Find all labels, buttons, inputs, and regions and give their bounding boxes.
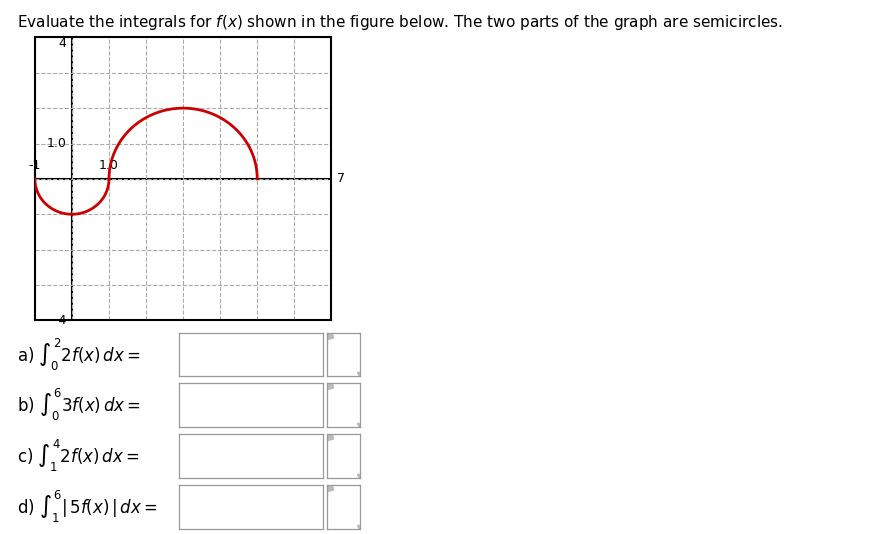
Text: 7: 7 — [337, 172, 345, 185]
Text: -1: -1 — [29, 159, 41, 172]
Text: c) $\int_1^4 2f(x)\,dx =$: c) $\int_1^4 2f(x)\,dx =$ — [17, 438, 140, 474]
Text: -4: -4 — [54, 314, 66, 327]
Text: a) $\int_0^2 2f(x)\,dx =$: a) $\int_0^2 2f(x)\,dx =$ — [17, 336, 141, 373]
Text: d) $\int_1^6 |\,5f(x)\,|\,dx =$: d) $\int_1^6 |\,5f(x)\,|\,dx =$ — [17, 489, 158, 525]
Text: Evaluate the integrals for $f(x)$ shown in the figure below. The two parts of th: Evaluate the integrals for $f(x)$ shown … — [17, 13, 783, 33]
Text: 1.0: 1.0 — [99, 159, 119, 172]
Text: b) $\int_0^6 3f(x)\,dx =$: b) $\int_0^6 3f(x)\,dx =$ — [17, 387, 141, 423]
Text: 4: 4 — [58, 37, 66, 50]
Text: 1.0: 1.0 — [46, 137, 66, 150]
